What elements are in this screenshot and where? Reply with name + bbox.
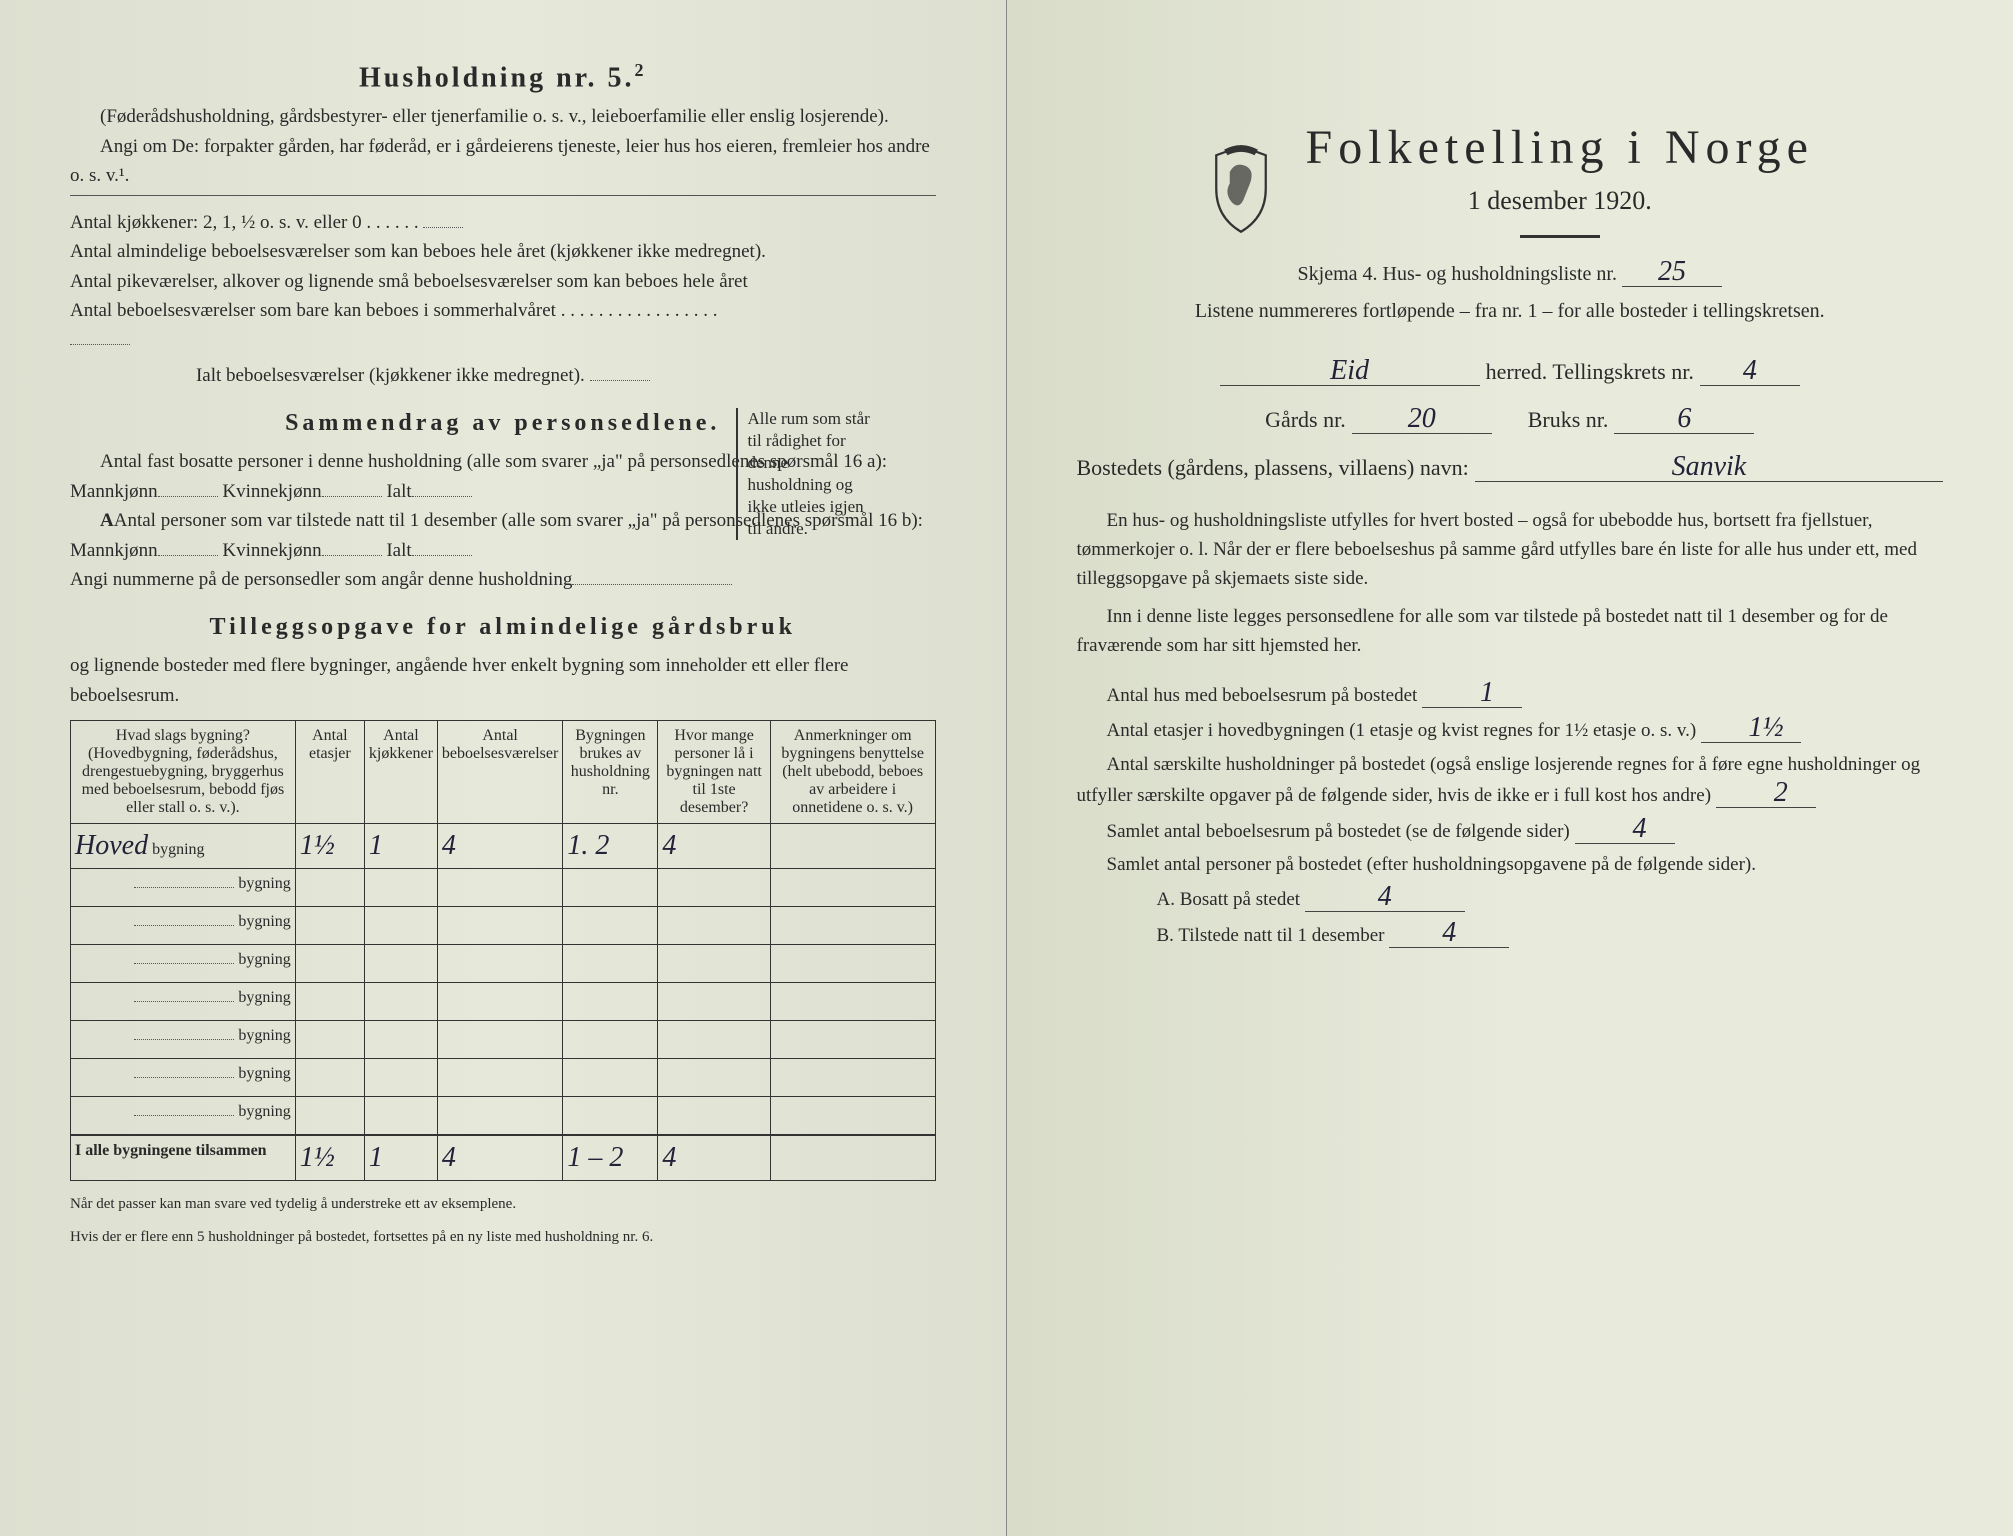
cell: [770, 824, 935, 869]
skjema-line: Skjema 4. Hus- og husholdningsliste nr. …: [1077, 258, 1944, 290]
ialt-line: Ialt beboelsesværelser (kjøkkener ikke m…: [70, 361, 776, 390]
angi-text: Angi om De: forpakter gården, har føderå…: [70, 132, 936, 191]
body-text: En hus- og husholdningsliste utfylles fo…: [1077, 506, 1944, 951]
table-row: bygning: [71, 1097, 936, 1135]
cell: 1: [364, 824, 437, 869]
cell: 4: [437, 824, 562, 869]
bruks-nr-value: 6: [1614, 405, 1754, 434]
th-persons: Hvor mange personer lå i bygningen natt …: [658, 721, 770, 824]
gards-nr-value: 20: [1352, 405, 1492, 434]
listene-note: Listene nummereres fortløpende – fra nr.…: [1077, 296, 1944, 327]
cell: 1: [364, 1135, 437, 1181]
bygning-label: bygning: [152, 841, 204, 858]
herred-value: Eid: [1220, 357, 1480, 386]
q2-value: 1½: [1701, 714, 1801, 743]
rooms1: Antal almindelige beboelsesværelser som …: [70, 237, 776, 266]
q4: Samlet antal beboelsesrum på bostedet (s…: [1077, 815, 1944, 846]
crest-icon: [1206, 144, 1276, 234]
census-date: 1 desember 1920.: [1306, 181, 1814, 221]
q3: Antal særskilte husholdninger på bostede…: [1077, 750, 1944, 811]
q2: Antal etasjer i hovedbygningen (1 etasje…: [1077, 714, 1944, 745]
cell: [770, 1135, 935, 1181]
bosted-value: Sanvik: [1475, 453, 1943, 482]
paren-note: (Føderådshusholdning, gårdsbestyrer- ell…: [70, 102, 936, 131]
tillegg-heading: Tilleggsopgave for almindelige gårdsbruk: [70, 614, 936, 641]
table-row: bygning: [71, 983, 936, 1021]
krets-nr-value: 4: [1700, 357, 1800, 386]
left-page: Husholdning nr. 5.2 (Føderådshusholdning…: [0, 0, 1007, 1536]
right-page: Folketelling i Norge 1 desember 1920. Sk…: [1007, 0, 2013, 1536]
total-label: I alle bygningene tilsammen: [75, 1142, 267, 1159]
th-floors: Antal etasjer: [295, 721, 364, 824]
table-header-row: Hvad slags bygning? (Hovedbygning, føder…: [71, 721, 936, 824]
qA-value: 4: [1305, 883, 1465, 912]
cell: 1 – 2: [563, 1135, 658, 1181]
cell: 1. 2: [563, 824, 658, 869]
footnote-2: Hvis der er flere enn 5 husholdninger på…: [70, 1228, 936, 1248]
th-household: Bygningen brukes av husholdning nr.: [563, 721, 658, 824]
q4-value: 4: [1575, 815, 1675, 844]
footnote-1: Når det passer kan man svare ved tydelig…: [70, 1195, 936, 1215]
qB-value: 4: [1389, 919, 1509, 948]
q1: Antal hus med beboelsesrum på bostedet 1: [1077, 679, 1944, 710]
rooms2: Antal pikeværelser, alkover og lignende …: [70, 267, 776, 296]
divider: [1520, 235, 1600, 238]
table-row: bygning: [71, 869, 936, 907]
th-type: Hvad slags bygning? (Hovedbygning, føder…: [71, 721, 296, 824]
building-table: Hvad slags bygning? (Hovedbygning, føder…: [70, 720, 936, 1181]
body-p2: Inn i denne liste legges personsedlene f…: [1077, 602, 1944, 661]
qB: B. Tilstede natt til 1 desember 4: [1157, 919, 1944, 950]
body-p1: En hus- og husholdningsliste utfylles fo…: [1077, 506, 1944, 594]
kitchen-line: Antal kjøkkener: 2, 1, ½ o. s. v. eller …: [70, 208, 776, 237]
gards-line: Gårds nr. 20 Bruks nr. 6: [1077, 403, 1944, 437]
cell: 4: [658, 1135, 770, 1181]
q3-value: 2: [1716, 779, 1816, 808]
cell: 1½: [295, 1135, 364, 1181]
th-rooms: Antal beboelsesværelser: [437, 721, 562, 824]
cell: 4: [437, 1135, 562, 1181]
q1-value: 1: [1422, 679, 1522, 708]
census-title: Folketelling i Norge: [1306, 120, 1814, 175]
cell: 1½: [295, 824, 364, 869]
q5: Samlet antal personer på bostedet (efter…: [1077, 850, 1944, 879]
th-notes: Anmerkninger om bygningens benyttelse (h…: [770, 721, 935, 824]
qA: A. Bosatt på stedet 4: [1157, 883, 1944, 914]
table-row: bygning: [71, 1021, 936, 1059]
cell: 4: [658, 824, 770, 869]
table-row: bygning: [71, 1059, 936, 1097]
cell-type: Hoved: [75, 830, 148, 861]
th-kitchens: Antal kjøkkener: [364, 721, 437, 824]
title-row: Folketelling i Norge 1 desember 1920.: [1077, 120, 1944, 258]
rooms3: Antal beboelsesværelser som bare kan beb…: [70, 296, 776, 355]
angi-num: Angi nummerne på de personsedler som ang…: [70, 565, 936, 594]
bracket-note: Alle rum som står til rådighet for denne…: [736, 408, 876, 541]
liste-nr-value: 25: [1622, 258, 1722, 287]
household-heading: Husholdning nr. 5.2: [70, 60, 936, 94]
table-row: Hoved bygning 1½ 1 4 1. 2 4: [71, 824, 936, 869]
table-total-row: I alle bygningene tilsammen 1½ 1 4 1 – 2…: [71, 1135, 936, 1181]
table-row: bygning: [71, 945, 936, 983]
bosted-line: Bostedets (gårdens, plassens, villaens) …: [1077, 451, 1944, 485]
table-row: bygning: [71, 907, 936, 945]
herred-line: Eid herred. Tellingskrets nr. 4: [1077, 355, 1944, 389]
tillegg-sub: og lignende bosteder med flere bygninger…: [70, 651, 936, 710]
